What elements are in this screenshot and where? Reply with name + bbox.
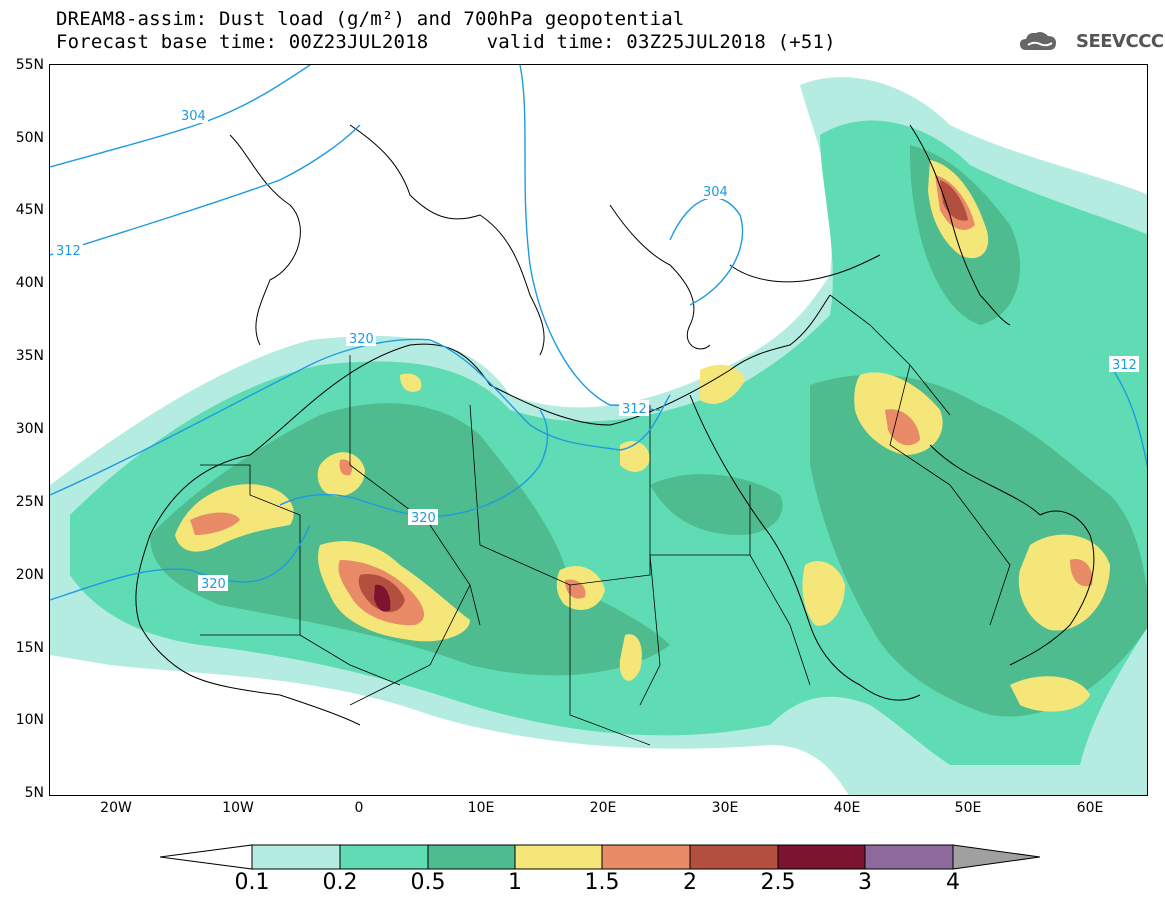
lat-label: 20N — [15, 567, 44, 583]
coastlines — [135, 124, 1095, 726]
colorbar — [160, 844, 1041, 870]
lat-label: 45N — [15, 202, 44, 218]
contour-304-east — [669, 197, 744, 306]
colorbar-label: 0.2 — [322, 870, 358, 895]
contour-label: 320 — [349, 332, 374, 347]
contour-labels: 304 312 320 304 312 320 320 312 — [53, 107, 1139, 592]
lon-label: 10W — [222, 800, 254, 816]
lon-label: 60E — [1076, 800, 1104, 816]
colorbar-label: 0.5 — [410, 870, 446, 895]
contour-label: 312 — [1112, 358, 1137, 373]
lat-label: 35N — [15, 348, 44, 364]
contour-320-south — [279, 409, 549, 518]
contour-label: 320 — [411, 511, 436, 526]
dust-load-map: 304 312 320 304 312 320 320 312 — [49, 64, 1148, 796]
contour-label: 320 — [201, 577, 226, 592]
lat-label: 55N — [15, 57, 44, 73]
lat-label: 10N — [15, 712, 44, 728]
colorbar-label: 1 — [508, 870, 522, 895]
contour-312-east — [519, 65, 661, 411]
colorbar-high-arrow — [952, 844, 1041, 870]
logo-text: SEEVCCC — [1076, 31, 1164, 52]
colorbar-bin — [777, 844, 866, 870]
contour-label: 312 — [56, 244, 81, 259]
lon-label: 20E — [589, 800, 617, 816]
contour-label: 304 — [703, 185, 728, 200]
colorbar-label: 1.5 — [584, 870, 620, 895]
colorbar-bin — [514, 844, 603, 870]
map-title: DREAM8-assim: Dust load (g/m²) and 700hP… — [56, 8, 685, 30]
lon-label: 0 — [354, 800, 364, 816]
lon-label: 10E — [467, 800, 495, 816]
colorbar-bin — [601, 844, 691, 870]
lon-label: 50E — [954, 800, 982, 816]
colorbar-label: 4 — [946, 870, 960, 895]
lon-label: 30E — [711, 800, 739, 816]
lat-label: 50N — [15, 130, 44, 146]
colorbar-label: 2 — [683, 870, 697, 895]
lon-label: 20W — [100, 800, 132, 816]
contour-label: 304 — [181, 109, 206, 124]
lat-label: 40N — [15, 275, 44, 291]
contour-304-west — [50, 65, 311, 168]
contour-312-far-east — [1109, 364, 1147, 469]
colorbar-bin — [339, 844, 429, 870]
forecast-time-subtitle: Forecast base time: 00Z23JUL2018 valid t… — [56, 31, 836, 53]
lat-label: 30N — [15, 421, 44, 437]
colorbar-bin — [689, 844, 779, 870]
colorbar-bin — [427, 844, 516, 870]
lon-label: 40E — [833, 800, 861, 816]
map-canvas: 304 312 320 304 312 320 320 312 — [50, 65, 1147, 795]
colorbar-low-arrow — [160, 844, 253, 870]
colorbar-label: 2.5 — [760, 870, 796, 895]
cloud-logo-icon — [1020, 32, 1056, 50]
colorbar-bin — [864, 844, 954, 870]
lat-label: 15N — [15, 640, 44, 656]
contour-312-west — [50, 124, 361, 256]
colorbar-bin — [251, 844, 341, 870]
contour-label: 312 — [622, 402, 647, 417]
contour-320-west — [50, 338, 671, 496]
dust-field-2-5 — [374, 584, 391, 612]
colorbar-label: 0.1 — [234, 870, 270, 895]
colorbar-label: 3 — [858, 870, 872, 895]
lat-label: 5N — [24, 785, 44, 801]
lat-label: 25N — [15, 494, 44, 510]
